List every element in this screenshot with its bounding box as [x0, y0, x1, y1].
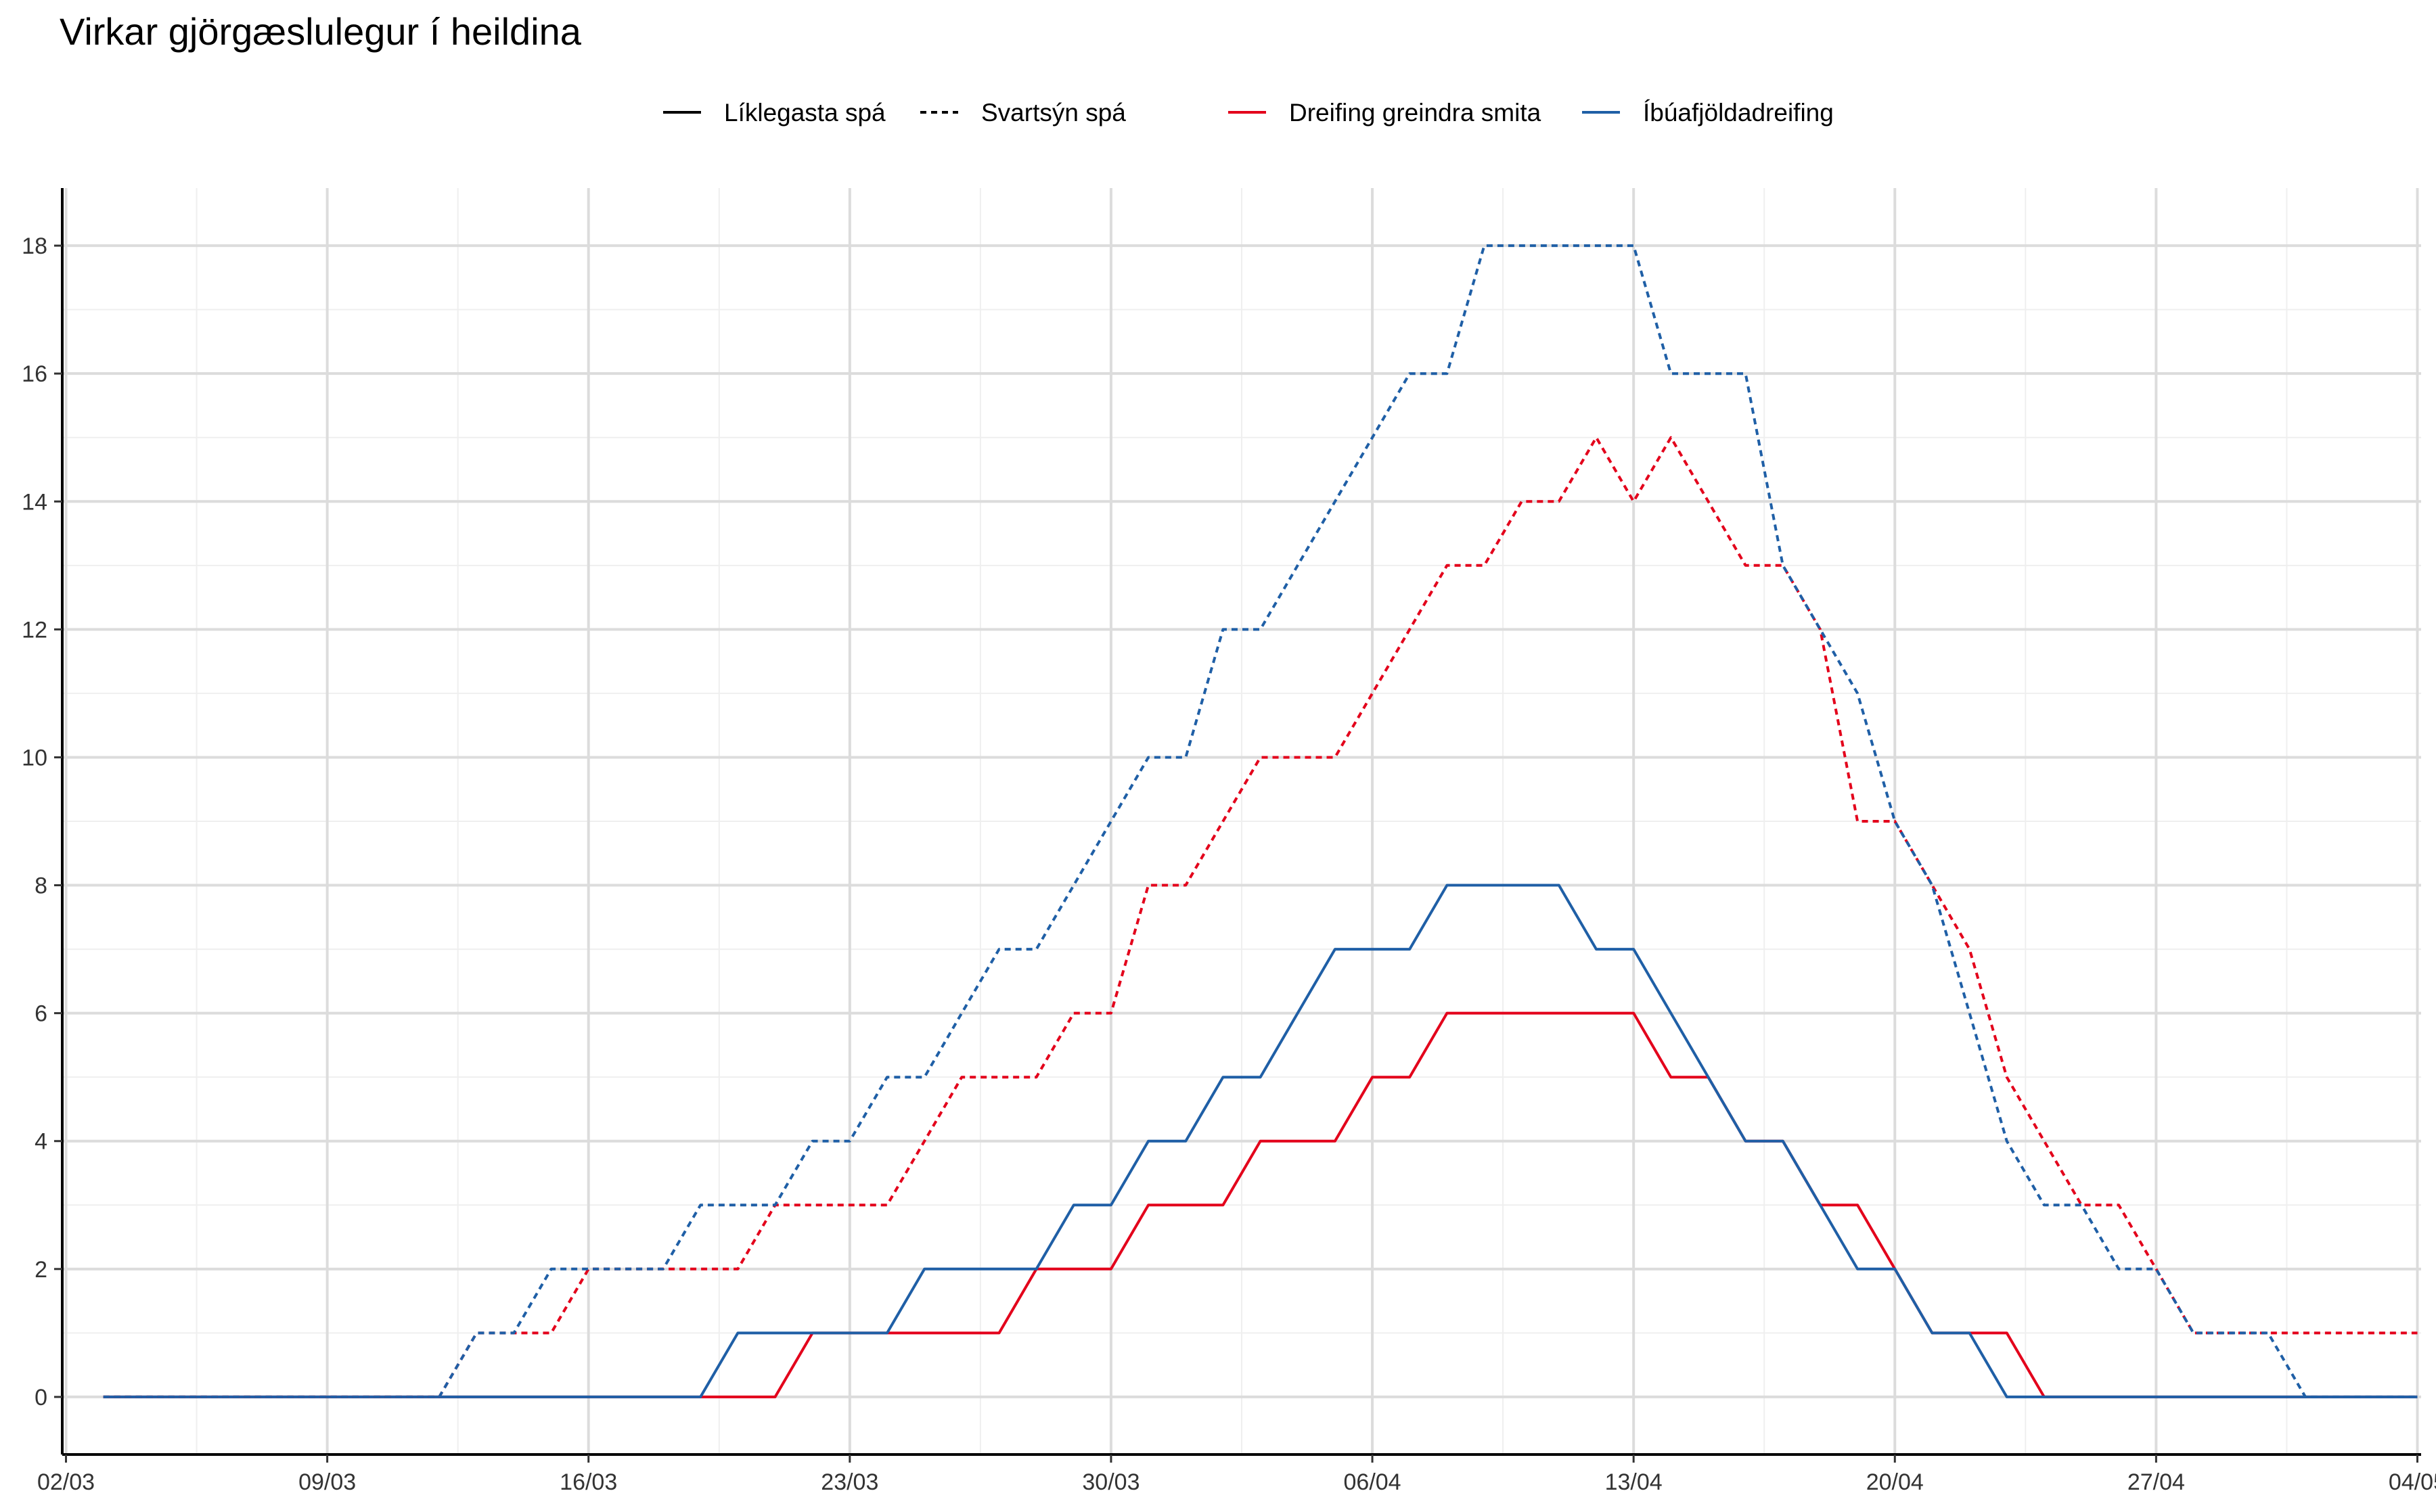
y-tick-label: 16	[22, 361, 47, 387]
series-line-ibuafjoldadreifing-liklegasta-spa	[103, 884, 2418, 1398]
x-tick-label: 27/04	[2127, 1469, 2185, 1495]
y-tick-label: 2	[35, 1257, 47, 1283]
legend-label-liklegasta-spa: Líklegasta spá	[724, 99, 886, 127]
series-line-dreifing-greindra-smita-svartsyn-spa	[103, 436, 2418, 1398]
legend-label-ibuafjoldadreifing: Íbúafjöldadreifing	[1643, 99, 1834, 127]
series-layer	[103, 244, 2418, 1398]
x-tick-label: 23/03	[821, 1469, 878, 1495]
y-tick-label: 10	[22, 745, 47, 771]
y-tick-label: 18	[22, 233, 47, 259]
x-tick-label: 16/03	[560, 1469, 617, 1495]
series-line-ibuafjoldadreifing-svartsyn-spa	[103, 244, 2418, 1398]
x-tick-label: 20/04	[1866, 1469, 1924, 1495]
x-tick-label: 30/03	[1082, 1469, 1140, 1495]
y-tick-label: 14	[22, 489, 47, 515]
legend-label-svartsyn-spa: Svartsýn spá	[981, 99, 1126, 127]
y-tick-label: 0	[35, 1385, 47, 1411]
minor-gridlines	[62, 188, 2421, 1454]
legend: Líklegasta spá Svartsýn spá Dreifing grein…	[663, 99, 1834, 127]
x-tick-label: 09/03	[298, 1469, 356, 1495]
y-tick-label: 4	[35, 1129, 47, 1155]
x-tick-label: 13/04	[1605, 1469, 1663, 1495]
y-tick-label: 12	[22, 617, 47, 643]
chart-title: Virkar gjörgæslulegur í heildina	[60, 10, 581, 53]
x-tick-label: 06/04	[1344, 1469, 1401, 1495]
x-tick-label: 02/03	[37, 1469, 95, 1495]
axes: 0 2 4 6 8 10 12 14 16 18 02/03 09/03 16/03 23/03 30/03…	[22, 188, 2436, 1495]
y-tick-label: 6	[35, 1001, 47, 1027]
y-tick-label: 8	[35, 873, 47, 899]
x-tick-label: 04/05	[2389, 1469, 2436, 1495]
legend-label-dreifing-greindra-smita: Dreifing greindra smita	[1289, 99, 1541, 127]
